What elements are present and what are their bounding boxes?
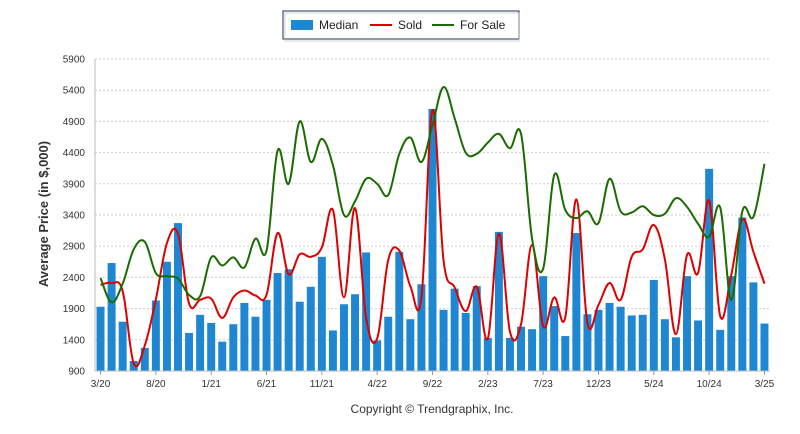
median-bar [107,263,116,371]
median-bar [660,319,669,371]
median-bar [450,288,459,371]
median-bar [317,256,326,371]
legend: Median Sold For Sale [282,10,520,42]
x-tick-label: 10/24 [697,379,722,390]
median-bar [185,332,194,371]
median-bar [583,314,592,371]
y-tick-label: 1400 [63,335,86,346]
median-bar [572,233,581,371]
median-bar [472,286,481,371]
median-bar [616,306,625,371]
median-bar [428,108,437,372]
median-bar [373,340,382,371]
y-tick-label: 2400 [63,273,86,284]
median-bar [339,304,348,371]
x-tick-label: 5/24 [644,379,664,390]
y-tick-label: 4400 [63,148,86,159]
median-bar [284,269,293,371]
x-tick-label: 3/20 [91,379,111,390]
trend-lines [99,86,766,368]
median-bar [649,279,658,371]
median-bar [627,315,636,371]
y-axis-title: Average Price (in $,000) [36,141,51,287]
legend-sold-label: Sold [398,18,422,32]
median-bar [594,309,603,371]
median-bar [417,284,426,371]
median-bar [273,273,282,371]
median-bar [395,251,404,371]
axes: 900 1400 1900 2400 2900 3400 3900 4400 4900 5400 5… [63,55,775,391]
median-bar [561,336,570,371]
median-bar [494,231,503,371]
median-bar [528,329,537,371]
median-bar [738,217,747,371]
legend-median-label: Median [319,18,358,32]
median-bar [162,261,171,371]
for-sale-line [99,86,766,304]
median-bar [306,286,315,371]
median-bar [328,330,337,371]
sold-line [100,109,766,368]
x-tick-label: 9/22 [423,379,443,390]
median-bar [240,302,249,371]
median-bar [705,168,714,371]
x-tick-label: 7/23 [533,379,553,390]
median-bar [218,341,227,371]
median-bar [716,329,725,371]
median-bar [295,301,304,371]
median-bar [196,314,205,371]
median-bar [505,337,514,371]
x-tick-label: 6/21 [257,379,277,390]
median-bar [207,322,216,371]
y-tick-label: 5900 [63,55,86,66]
y-tick-label: 5400 [63,86,86,97]
median-bar [727,276,736,371]
median-bar [229,324,238,371]
median-bar [483,337,492,371]
x-tick-label: 2/23 [478,379,498,390]
median-bar [749,282,758,371]
median-bar [251,316,260,371]
median-bar [671,337,680,371]
x-tick-label: 11/21 [310,379,335,390]
y-tick-label: 1900 [63,304,86,315]
y-tick-label: 3900 [63,179,86,190]
median-bar [351,294,360,371]
x-tick-label: 3/25 [755,379,775,390]
median-bar [683,276,691,371]
median-bar [129,361,138,371]
median-bar [118,321,127,371]
y-tick-label: 2900 [63,242,86,253]
median-bar [550,306,559,371]
median-bar [461,312,470,371]
median-bar [638,314,647,371]
median-bar [151,300,160,371]
x-tick-label: 1/21 [201,379,221,390]
median-bar [760,323,769,371]
median-bar [262,299,271,371]
median-bar [694,320,703,371]
x-tick-label: 8/20 [146,379,166,390]
legend-median-swatch [291,20,313,30]
legend-forsale-label: For Sale [460,18,506,32]
median-bar [96,306,105,371]
median-bar [406,319,415,371]
median-bars [96,108,769,372]
median-bar [174,223,182,371]
median-bar [605,302,614,371]
y-tick-label: 3400 [63,211,86,222]
copyright-text: Copyright © Trendgraphix, Inc. [351,402,514,416]
x-tick-label: 4/22 [367,379,387,390]
y-tick-label: 4900 [63,117,86,128]
x-tick-label: 12/23 [586,379,611,390]
median-bar [439,309,448,371]
median-bar [384,316,393,371]
median-bar [517,326,526,371]
y-tick-label: 900 [68,367,85,378]
median-bar [140,347,149,371]
